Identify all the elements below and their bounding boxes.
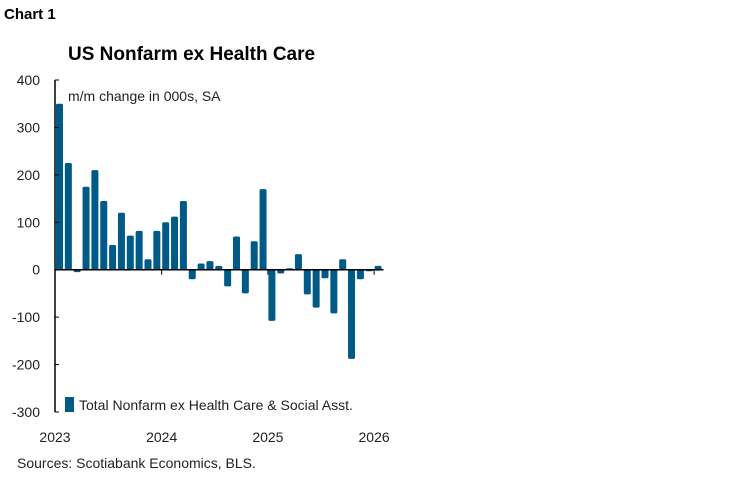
bar-2023-11: [144, 259, 152, 270]
bar-2024-11: [250, 241, 258, 270]
y-tick-label: 300: [17, 119, 41, 135]
x-tick-label: 2024: [146, 429, 177, 445]
bar-2023-09: [126, 235, 134, 270]
bar-2024-08: [224, 269, 232, 287]
bar-2025-05: [303, 269, 311, 295]
y-tick-label: 400: [17, 72, 41, 88]
y-tick-label: 200: [17, 167, 41, 183]
bar-2023-12: [153, 230, 161, 270]
sources-note: Sources: Scotiabank Economics, BLS.: [17, 455, 256, 471]
bar-2025-07: [321, 269, 329, 279]
y-tick-label: 100: [17, 214, 41, 230]
chart-title: US Nonfarm ex Health Care: [68, 44, 316, 65]
bar-2024-04: [188, 269, 196, 280]
legend-label: Total Nonfarm ex Health Care & Social As…: [79, 397, 353, 413]
bar-2024-07: [215, 265, 223, 270]
bar-2023-04: [82, 186, 90, 270]
x-tick-label: 2025: [252, 429, 283, 445]
bar-2023-01: [56, 103, 63, 270]
y-tick-label: 0: [32, 262, 40, 278]
bar-2024-03: [179, 200, 187, 270]
y-tick-label: -200: [12, 357, 40, 373]
bar-2024-06: [206, 261, 214, 270]
chart-number: Chart 1: [4, 6, 56, 23]
bar-2025-08: [330, 269, 338, 314]
bar-2024-02: [171, 216, 179, 270]
bar-2024-12: [259, 189, 267, 270]
bar-2023-05: [91, 170, 99, 270]
legend-swatch: [65, 397, 74, 412]
bar-2025-01: [268, 269, 276, 321]
bar-2025-06: [312, 269, 320, 308]
bar-2024-09: [233, 236, 240, 270]
x-tick-label: 2026: [359, 429, 390, 445]
bar-2025-10: [348, 269, 356, 359]
bar-2025-11: [356, 269, 364, 280]
legend: Total Nonfarm ex Health Care & Social As…: [65, 397, 353, 413]
y-axis-label: m/m change in 000s, SA: [68, 88, 221, 104]
bar-2026-01: [374, 265, 382, 270]
bar-2025-09: [339, 259, 347, 270]
y-tick-label: -100: [12, 309, 40, 325]
bar-2025-02: [277, 269, 285, 274]
bar-2023-10: [135, 230, 143, 270]
bar-2024-01: [162, 222, 170, 270]
bar-2023-02: [64, 163, 72, 270]
bar-2024-05: [197, 263, 205, 270]
bar-2023-08: [117, 212, 125, 270]
bar-2024-10: [241, 269, 249, 294]
bar-2023-07: [109, 245, 117, 270]
bar-2023-06: [100, 200, 108, 270]
y-tick-label: -300: [12, 404, 40, 420]
bar-2025-04: [294, 254, 302, 270]
x-tick-label: 2023: [39, 429, 70, 445]
